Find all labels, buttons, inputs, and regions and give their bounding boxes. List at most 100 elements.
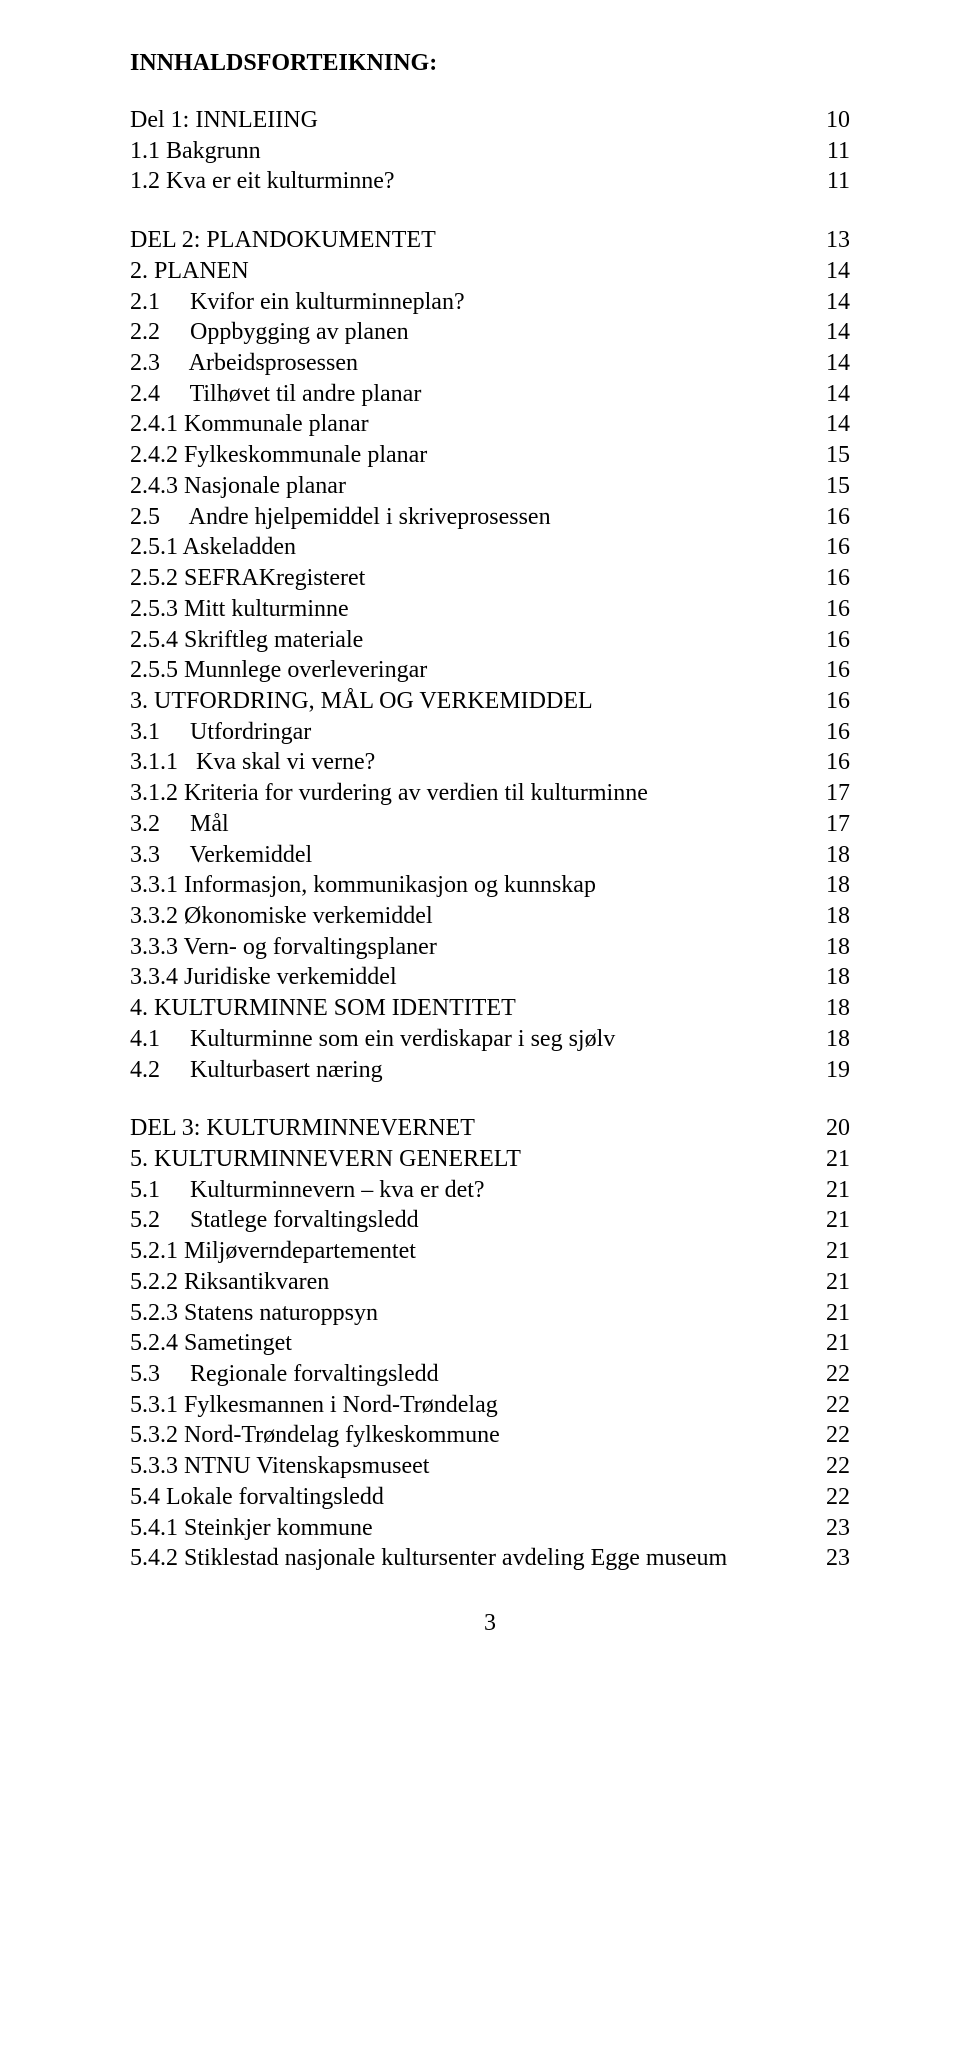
toc-entry: 2.5 Andre hjelpemiddel i skriveprosessen…: [130, 502, 850, 533]
toc-entry-page: 16: [806, 563, 850, 594]
toc-entry-page: 17: [806, 778, 850, 809]
toc-entry-label: DEL 2: PLANDOKUMENTET: [130, 225, 436, 256]
toc-entry-label: 2. PLANEN: [130, 256, 249, 287]
toc-entry-label: 5.3.1 Fylkesmannen i Nord-Trøndelag: [130, 1390, 498, 1421]
toc-entry-label: 3.1.1 Kva skal vi verne?: [130, 747, 375, 778]
toc-entry-page: 16: [806, 625, 850, 656]
toc-entry-label: 4.1 Kulturminne som ein verdiskapar i se…: [130, 1024, 615, 1055]
toc-entry: 5.4 Lokale forvaltingsledd 22: [130, 1482, 850, 1513]
toc-entry: 5.3.3 NTNU Vitenskapsmuseet22: [130, 1451, 850, 1482]
toc-entry-label: 2.5.2 SEFRAKregisteret: [130, 563, 365, 594]
toc-entry-page: 21: [806, 1267, 850, 1298]
toc-entry: 2.2 Oppbygging av planen14: [130, 317, 850, 348]
toc-entry: 2.4.2 Fylkeskommunale planar15: [130, 440, 850, 471]
toc-entry-label: 1.1 Bakgrunn: [130, 136, 261, 167]
toc-entry-page: 16: [806, 655, 850, 686]
toc-entry-label: Del 1: INNLEIING: [130, 105, 318, 136]
toc-entry-page: 16: [806, 686, 850, 717]
toc-entry-label: 3.3.3 Vern- og forvaltingsplaner: [130, 932, 437, 963]
toc-entry-label: DEL 3: KULTURMINNEVERNET: [130, 1113, 475, 1144]
toc-entry: 5.2.4 Sametinget21: [130, 1328, 850, 1359]
toc-entry-page: 21: [806, 1328, 850, 1359]
toc-entry-page: 16: [806, 502, 850, 533]
toc-entry-page: 15: [806, 440, 850, 471]
toc-entry-label: 2.5.3 Mitt kulturminne: [130, 594, 349, 625]
toc-entry-page: 21: [806, 1205, 850, 1236]
toc-entry: 2.5.2 SEFRAKregisteret 16: [130, 563, 850, 594]
toc-entry: 5.3.1 Fylkesmannen i Nord-Trøndelag22: [130, 1390, 850, 1421]
toc-entry-page: 16: [806, 594, 850, 625]
toc-entry: 4. KULTURMINNE SOM IDENTITET18: [130, 993, 850, 1024]
toc-entry-page: 11: [807, 136, 850, 167]
toc-entry: 3.3 Verkemiddel18: [130, 840, 850, 871]
toc-entry-label: 5.4.2 Stiklestad nasjonale kultursenter …: [130, 1543, 727, 1574]
toc-entry-label: 5.2.2 Riksantikvaren: [130, 1267, 329, 1298]
toc-entry: 5.2 Statlege forvaltingsledd 21: [130, 1205, 850, 1236]
toc-entry-label: 2.1 Kvifor ein kulturminneplan?: [130, 287, 465, 318]
toc-entry: 5.1 Kulturminnevern – kva er det?21: [130, 1175, 850, 1206]
toc-entry-page: 21: [806, 1236, 850, 1267]
toc-entry-page: 13: [806, 225, 850, 256]
toc-entry-label: 3.3.1 Informasjon, kommunikasjon og kunn…: [130, 870, 596, 901]
toc-entry-label: 5.4 Lokale forvaltingsledd: [130, 1482, 384, 1513]
toc-entry-label: 5.3.3 NTNU Vitenskapsmuseet: [130, 1451, 429, 1482]
toc-entry: 2.5.1 Askeladden 16: [130, 532, 850, 563]
toc-entry: 1.1 Bakgrunn 11: [130, 136, 850, 167]
toc-entry-page: 18: [806, 993, 850, 1024]
toc-entry-label: 3.1.2 Kriteria for vurdering av verdien …: [130, 778, 648, 809]
toc-entry: 3.1 Utfordringar16: [130, 717, 850, 748]
toc-entry-page: 22: [806, 1359, 850, 1390]
toc-entry: 2. PLANEN 14: [130, 256, 850, 287]
toc-entry-page: 11: [807, 166, 850, 197]
toc-entry-page: 21: [806, 1298, 850, 1329]
toc-entry-label: 3.3.2 Økonomiske verkemiddel: [130, 901, 433, 932]
toc-title: INNHALDSFORTEIKNING:: [130, 50, 850, 77]
toc-entry-page: 21: [806, 1144, 850, 1175]
toc-entry-page: 22: [806, 1420, 850, 1451]
toc-entry: 2.5.5 Munnlege overleveringar16: [130, 655, 850, 686]
toc-entry: 2.4 Tilhøvet til andre planar 14: [130, 379, 850, 410]
toc-entry-label: 5. KULTURMINNEVERN GENERELT: [130, 1144, 521, 1175]
toc-entry-page: 16: [806, 532, 850, 563]
toc-entry: 5.2.3 Statens naturoppsyn 21: [130, 1298, 850, 1329]
toc-entry-label: 5.2.3 Statens naturoppsyn: [130, 1298, 378, 1329]
toc-entry-page: 18: [806, 932, 850, 963]
toc-entry-label: 2.4.1 Kommunale planar: [130, 409, 369, 440]
toc-entry: 3.3.4 Juridiske verkemiddel18: [130, 962, 850, 993]
toc-entry: DEL 2: PLANDOKUMENTET 13: [130, 225, 850, 256]
toc-entry: 4.1 Kulturminne som ein verdiskapar i se…: [130, 1024, 850, 1055]
page-number: 3: [130, 1610, 850, 1637]
toc-entry: 3. UTFORDRING, MÅL OG VERKEMIDDEL 16: [130, 686, 850, 717]
toc-entry-page: 19: [806, 1055, 850, 1086]
toc-entry-page: 14: [806, 379, 850, 410]
toc-entry-page: 22: [806, 1482, 850, 1513]
toc-entry: 5.2.1 Miljøverndepartementet21: [130, 1236, 850, 1267]
toc-entry: 3.1.1 Kva skal vi verne?16: [130, 747, 850, 778]
toc-entry-label: 2.5.1 Askeladden: [130, 532, 296, 563]
toc-entry-page: 14: [806, 317, 850, 348]
toc-entry-label: 2.5.4 Skriftleg materiale: [130, 625, 363, 656]
toc-entry: 3.3.3 Vern- og forvaltingsplaner 18: [130, 932, 850, 963]
toc-entry-page: 15: [806, 471, 850, 502]
toc-entry-label: 5.3 Regionale forvaltingsledd: [130, 1359, 439, 1390]
toc-entry-page: 23: [806, 1543, 850, 1574]
toc-entry-label: 3.2 Mål: [130, 809, 229, 840]
toc-entry-label: 3. UTFORDRING, MÅL OG VERKEMIDDEL: [130, 686, 593, 717]
toc-entry-page: 14: [806, 287, 850, 318]
toc-entry-label: 5.4.1 Steinkjer kommune: [130, 1513, 373, 1544]
section-gap: [130, 1085, 850, 1113]
toc-entry-page: 18: [806, 962, 850, 993]
toc-entry-page: 18: [806, 1024, 850, 1055]
toc-entry-label: 5.1 Kulturminnevern – kva er det?: [130, 1175, 485, 1206]
toc-entry: 3.3.2 Økonomiske verkemiddel18: [130, 901, 850, 932]
toc-entry: 5.3 Regionale forvaltingsledd 22: [130, 1359, 850, 1390]
toc-entry: 2.4.1 Kommunale planar14: [130, 409, 850, 440]
toc-entry-label: 4.2 Kulturbasert næring: [130, 1055, 383, 1086]
toc-entry-label: 5.2 Statlege forvaltingsledd: [130, 1205, 419, 1236]
toc-entry-label: 2.4 Tilhøvet til andre planar: [130, 379, 421, 410]
toc-entry: 5.3.2 Nord-Trøndelag fylkeskommune22: [130, 1420, 850, 1451]
toc-entry-label: 2.4.3 Nasjonale planar: [130, 471, 346, 502]
toc-entry: 3.3.1 Informasjon, kommunikasjon og kunn…: [130, 870, 850, 901]
toc-entry-page: 14: [806, 256, 850, 287]
toc-entry-page: 17: [806, 809, 850, 840]
